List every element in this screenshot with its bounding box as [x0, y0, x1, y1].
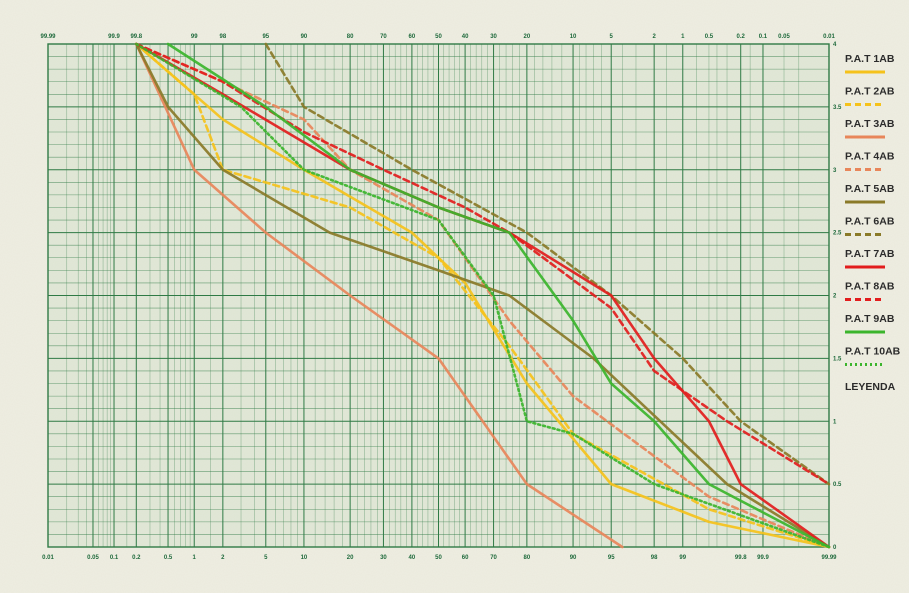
y-tick-label: 1	[833, 419, 837, 425]
x-tick-label-top: 99.9	[108, 34, 120, 40]
x-tick-label-bottom: 98	[651, 555, 658, 561]
x-tick-label-bottom: 40	[409, 555, 416, 561]
x-tick-label-bottom: 0.1	[110, 555, 119, 561]
x-tick-label-top: 99.8	[130, 34, 142, 40]
y-tick-label: 2.5	[833, 231, 842, 237]
x-tick-label-bottom: 95	[608, 555, 615, 561]
x-tick-label-top: 5	[610, 34, 614, 40]
x-tick-label-bottom: 30	[380, 555, 387, 561]
series-line-2	[134, 42, 831, 549]
x-tick-label-top: 0.1	[759, 34, 768, 40]
legend-label: P.A.T 6AB	[845, 216, 895, 228]
legend-label: P.A.T 4AB	[845, 151, 895, 163]
x-tick-label-top: 95	[262, 34, 269, 40]
x-tick-label-bottom: 5	[264, 555, 268, 561]
series-line-3	[134, 42, 624, 549]
x-tick-label-bottom: 60	[462, 555, 469, 561]
legend-label: P.A.T 10AB	[845, 346, 901, 358]
x-tick-label-top: 10	[570, 34, 577, 40]
tick-labels: 0.01 0.05 0.1 0.2 0.5 1 2 5 10 20 30 40 50 60 70 80 90 95…	[40, 34, 842, 561]
x-tick-label-top: 0.01	[823, 34, 835, 40]
x-tick-label-top: 0.05	[778, 34, 790, 40]
x-tick-label-bottom: 0.2	[132, 555, 141, 561]
y-tick-label: 3	[833, 168, 837, 174]
series-line-9	[166, 42, 831, 549]
x-tick-label-top: 99	[191, 34, 198, 40]
x-tick-label-bottom: 99	[679, 555, 686, 561]
x-tick-label-top: 0.2	[737, 34, 746, 40]
plot-frame	[47, 43, 830, 548]
legend-label: P.A.T 9AB	[845, 313, 895, 325]
x-tick-label-bottom: 70	[490, 555, 497, 561]
x-tick-label-bottom: 50	[435, 555, 442, 561]
x-tick-label-top: 70	[380, 34, 387, 40]
x-tick-label-top: 99.99	[40, 34, 56, 40]
x-tick-label-bottom: 10	[301, 555, 308, 561]
x-tick-label-top: 40	[462, 34, 469, 40]
x-tick-label-top: 60	[409, 34, 416, 40]
y-tick-label: 2	[833, 294, 837, 300]
x-tick-label-bottom: 99.8	[735, 555, 747, 561]
x-tick-label-bottom: 99.99	[821, 555, 837, 561]
x-tick-label-bottom: 0.05	[87, 555, 99, 561]
grid	[47, 43, 830, 548]
legend-label: P.A.T 7AB	[845, 248, 895, 260]
legend-label: P.A.T 3AB	[845, 118, 895, 130]
legend-label: P.A.T 2AB	[845, 86, 895, 98]
x-tick-label-top: 80	[347, 34, 354, 40]
legend: P.A.T 1AB P.A.T 2AB P.A.T 3AB P.A.T 4AB P.A.…	[845, 53, 901, 393]
series-line-7	[134, 42, 831, 549]
x-tick-label-bottom: 20	[347, 555, 354, 561]
legend-label: P.A.T 1AB	[845, 53, 895, 65]
x-tick-label-bottom: 2	[221, 555, 225, 561]
x-tick-label-bottom: 0.01	[42, 555, 54, 561]
x-tick-label-bottom: 1	[193, 555, 197, 561]
x-tick-label-top: 98	[220, 34, 227, 40]
y-tick-label: 3.5	[833, 105, 842, 111]
series-line-5	[134, 42, 831, 549]
y-tick-label: 1.5	[833, 356, 842, 362]
x-tick-label-bottom: 90	[570, 555, 577, 561]
x-tick-label-top: 0.5	[705, 34, 714, 40]
x-tick-label-bottom: 0.5	[164, 555, 173, 561]
y-tick-label: 0.5	[833, 482, 842, 488]
series-line-10	[134, 42, 831, 549]
series-line-1	[134, 42, 831, 549]
series-line-6	[264, 42, 831, 486]
x-tick-label-top: 2	[652, 34, 656, 40]
x-tick-label-top: 20	[524, 34, 531, 40]
series-lines	[134, 42, 831, 549]
x-tick-label-top: 1	[681, 34, 685, 40]
y-tick-label: 4	[833, 42, 837, 48]
x-tick-label-top: 30	[490, 34, 497, 40]
y-tick-label: 0	[833, 545, 837, 551]
legend-title: LEYENDA	[845, 381, 896, 393]
legend-label: P.A.T 8AB	[845, 281, 895, 293]
x-tick-label-top: 90	[301, 34, 308, 40]
legend-label: P.A.T 5AB	[845, 183, 895, 195]
x-tick-label-bottom: 80	[524, 555, 531, 561]
x-tick-label-bottom: 99.9	[757, 555, 769, 561]
x-tick-label-top: 50	[435, 34, 442, 40]
